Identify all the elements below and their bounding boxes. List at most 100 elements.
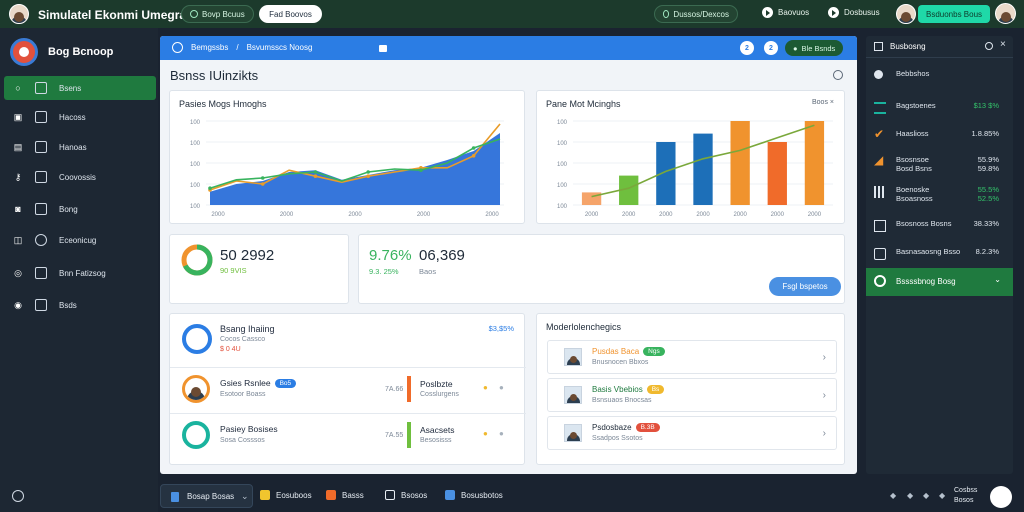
breadcrumb-item[interactable]: Bemgssbs [191, 43, 229, 52]
header-green-button[interactable]: ● Ble Bsnds [785, 40, 844, 56]
profile-avatar-small[interactable] [896, 4, 916, 24]
stat-a-sub: 90 9VIS [220, 266, 247, 275]
top-pill-white[interactable]: Fad Boovos [259, 5, 322, 23]
y-tick-label: 100 [190, 120, 201, 126]
x-tick-label: 2000 [485, 212, 499, 218]
sidebar-item-1[interactable]: ○ Bsens [4, 76, 156, 100]
right-panel-header: Busbosng × [866, 36, 1013, 58]
tag-row-name-wrap: Basis Vbebios Bs [592, 385, 665, 395]
help-icon[interactable] [12, 490, 24, 502]
sidebar-item-label: Bong [59, 204, 78, 214]
taskbar-item[interactable]: Eosuboos [260, 490, 312, 500]
list-item[interactable]: Pusdas Baca Ngs Bnusnocen Bbxos › [547, 340, 837, 374]
bar-chart-filter[interactable]: Boos × [812, 99, 834, 106]
star-icon[interactable]: ● [483, 429, 488, 438]
chat-icon: ◙ [15, 204, 21, 214]
star-icon[interactable]: ● [483, 383, 488, 392]
top-pill-center[interactable]: Dussos/Dexcos [654, 5, 738, 23]
top-item-b[interactable]: Dosbusus [828, 7, 880, 18]
trend-line [591, 124, 815, 198]
tray-clock[interactable]: Cosbss Bosos [954, 487, 978, 504]
series-line [209, 123, 501, 191]
taskbar-item[interactable]: Bosusbotos [445, 490, 503, 500]
list-head-link[interactable]: $3,$5% [488, 324, 514, 333]
more-icon[interactable]: ● [499, 383, 504, 392]
taskbar-item-label: Bosusbotos [461, 490, 503, 500]
grid-icon [35, 82, 47, 94]
series-point [313, 174, 318, 178]
right-panel-row[interactable]: Bagstoenes $13 $% [866, 94, 1013, 122]
sidebar-item-4[interactable]: ⚷ Coovossis [4, 165, 156, 189]
stat-action-button[interactable]: Fsgl bspetos [769, 277, 841, 296]
window-icon[interactable] [379, 45, 387, 52]
list-item-mid: 7A.55 [385, 432, 404, 439]
right-panel-active-row[interactable]: Bssssbnog Bosg ⌄ [866, 268, 1013, 296]
sidebar-item-7[interactable]: ◎ Bnn Fatizsog [4, 261, 156, 285]
donut-icon [181, 244, 213, 276]
header-icon-button[interactable]: 2 [764, 41, 778, 55]
list-item[interactable]: Gsies Rsnlee Bo5 Esotoor Boass 7A.66 Posl… [170, 367, 526, 413]
right-panel-row[interactable]: ◢ Bsosnsoe Bosd Bsns 55.9% 59.8% [866, 148, 1013, 176]
chart-icon [874, 102, 886, 114]
list-item[interactable]: Basis Vbebios Bs Bsnsuaos Bnocsas › [547, 378, 837, 412]
top-item-a[interactable]: Baovuos [762, 7, 809, 18]
right-panel-row[interactable]: Basnasaosng Bsso 8.2.3% [866, 240, 1013, 268]
sidebar-item-label: Hanoas [59, 142, 87, 152]
sidebar-item-3[interactable]: ▤ Hanoas [4, 135, 156, 159]
right-panel-row[interactable]: ✔ Haaslioss 1.8.85% [866, 122, 1013, 150]
right-panel-row[interactable]: Bsosnoss Bosns 38.33% [866, 212, 1013, 240]
status-badge: Bo5 [274, 379, 297, 389]
list-head-sub: Cocos Cassco [220, 336, 266, 343]
app-icon [171, 492, 179, 502]
y-tick-label: 100 [190, 141, 201, 147]
more-icon[interactable]: ● [499, 429, 504, 438]
profile-avatar[interactable] [995, 3, 1016, 24]
header-icon-button[interactable]: 2 [740, 41, 754, 55]
user-avatar[interactable] [9, 4, 29, 24]
avatar [182, 421, 210, 449]
right-panel-row[interactable]: Boenoske Bsoasnoss 55.5% 52.5% [866, 178, 1013, 206]
right-panel-row-label: Basnasaosng Bsso [896, 247, 961, 256]
tag-row-name-wrap: Pusdas Baca Ngs [592, 347, 665, 357]
list-item[interactable]: Psdosbaze B.3B Ssadpos Ssotos › [547, 416, 837, 450]
tray-icon[interactable]: ◆ [890, 491, 897, 500]
status-badge: Bs [646, 385, 665, 395]
taskbar-start[interactable]: Bosap Bosas ⌄ [160, 484, 253, 508]
search-icon[interactable] [985, 42, 993, 50]
sidebar-item-label: Coovossis [59, 172, 96, 182]
sidebar-item-8[interactable]: ◉ Bsds [4, 293, 156, 317]
taskbar-item-label: Basss [342, 490, 364, 500]
list-item-sub: Sosa Cosssos [220, 437, 265, 444]
tag-row-sub: Bsnsuaos Bnocsas [592, 397, 652, 404]
sidebar-item-6[interactable]: ◫ Eceonicug [4, 228, 156, 252]
page-title: Bsnss IUinzikts [170, 68, 259, 83]
teal-action-button[interactable]: Bsduonbs Bous [918, 5, 990, 23]
brand-logo-icon [10, 38, 38, 66]
sidebar-item-5[interactable]: ◙ Bong [4, 197, 156, 221]
top-pill-left[interactable]: Bovp Bcuus [181, 5, 254, 23]
sidebar-item-2[interactable]: ▣ Hacoss [4, 105, 156, 129]
top-item-b-label: Dosbusus [844, 8, 880, 17]
search-icon[interactable] [833, 70, 843, 80]
notification-button[interactable] [990, 486, 1012, 508]
x-tick-label: 2000 [622, 212, 636, 218]
breadcrumb-item[interactable]: Bsvumsscs Noosg [246, 43, 313, 52]
list-item-right-label: Asacsets [420, 425, 455, 435]
panel-icon [874, 42, 883, 51]
battery-icon[interactable]: ◆ [939, 491, 946, 500]
taskbar-item[interactable]: Bsosos [385, 490, 427, 500]
line-chart-card: Pasies Mogs Hmoghs 100 100 100 100 100 2000 20… [169, 90, 525, 224]
taskbar-item[interactable]: Basss [326, 490, 364, 500]
list-item[interactable]: Pasiey Bosises Sosa Cosssos 7A.55 Asacse… [170, 413, 526, 459]
wifi-icon[interactable]: ◆ [907, 491, 914, 500]
right-panel-row-label: Boenoske Bsoasnoss [896, 185, 933, 203]
series-point [313, 170, 318, 174]
bar [730, 121, 750, 205]
x-tick-label: 2000 [585, 212, 599, 218]
settings-icon: ◎ [14, 267, 22, 278]
top-item-a-label: Baovuos [778, 8, 810, 17]
volume-icon[interactable]: ◆ [923, 491, 930, 500]
bar-chart: 100 100 100 100 100 2000 2000 2000 2000 2000 2000 2… [557, 120, 833, 218]
breadcrumb: Bemgssbs / Bsvumsscs Noosg [172, 42, 312, 53]
close-icon[interactable]: × [1000, 39, 1006, 50]
